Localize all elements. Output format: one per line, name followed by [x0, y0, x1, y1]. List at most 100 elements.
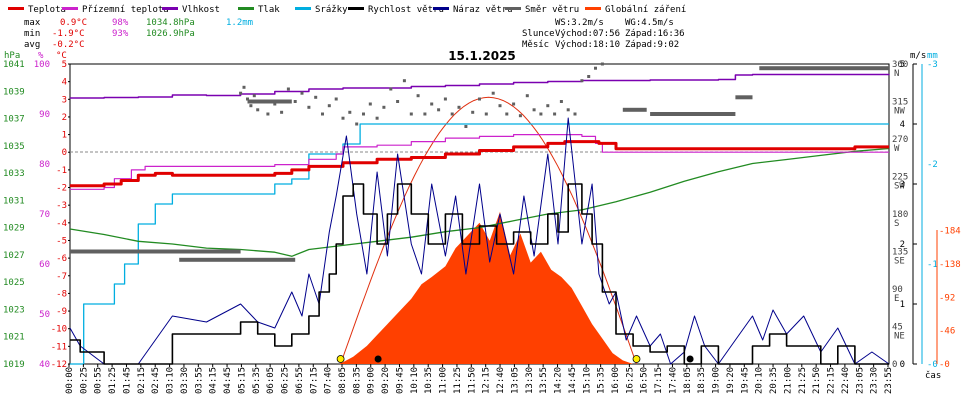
time-tick-label: 19:00 — [712, 367, 722, 394]
tick-hpa: 1041 — [3, 60, 25, 70]
tick-temp: -2 — [56, 184, 67, 194]
time-tick-label: 14:20 — [554, 367, 564, 394]
wind-direction-point — [389, 87, 393, 91]
tick-temp: -11 — [51, 342, 67, 352]
tick-deg: 180 — [892, 210, 908, 220]
tick-hpa: 1025 — [3, 278, 25, 288]
time-tick-label: 03:30 — [180, 367, 190, 394]
wind-direction-point — [307, 105, 311, 109]
tick-hpa: 1023 — [3, 305, 25, 315]
wind-direction-point — [266, 112, 270, 116]
wind-direction-point — [443, 97, 447, 101]
wind-direction-point — [396, 100, 400, 103]
wind-direction-run — [70, 249, 241, 254]
tick-mm: -3 — [927, 60, 938, 70]
wind-direction-point — [249, 104, 253, 108]
time-tick-label: 00:00 — [65, 367, 75, 394]
tick-ms: 3 — [900, 180, 905, 190]
time-tick-label: 23:30 — [870, 367, 880, 394]
tick-dir: E — [894, 294, 899, 304]
time-tick-label: 16:00 — [611, 367, 621, 394]
tick-pct: 60 — [39, 260, 50, 270]
stat-max-rain: 1.2mm — [226, 18, 253, 28]
legend-swatch-dir — [505, 7, 521, 10]
legend: Teplota Přízemní teplota Vlhkost Tlak Srážky… — [8, 5, 686, 15]
tick-dir: N — [894, 69, 899, 79]
time-tick-label: 13:05 — [510, 367, 520, 394]
time-tick-label: 05:35 — [252, 367, 262, 394]
wind-direction-run — [247, 99, 265, 104]
tick-temp: 1 — [62, 131, 67, 141]
tick-deg: 315 — [892, 98, 908, 108]
moon-marker — [374, 355, 382, 363]
tick-dir: NE — [894, 332, 905, 342]
tick-temp: 0 — [62, 148, 67, 158]
tick-pct: 90 — [39, 110, 50, 120]
wind-direction-point — [402, 79, 406, 83]
wind-direction-point — [355, 122, 359, 126]
legend-swatch-hum — [162, 7, 178, 10]
wind-direction-point — [327, 104, 331, 108]
tick-ms: 2 — [900, 240, 905, 250]
legend-swatch-rain — [295, 7, 311, 10]
wind-direction-point — [559, 100, 563, 103]
wind-direction-points — [70, 62, 889, 262]
tick-mm: -2 — [927, 160, 938, 170]
x-axis-label: čas — [925, 370, 941, 381]
time-tick-label: 00:55 — [94, 367, 104, 394]
wind-direction-point — [259, 100, 263, 103]
tick-hpa: 1021 — [3, 333, 25, 343]
tick-deg: 90 — [892, 285, 903, 295]
wind-direction-point — [498, 104, 502, 108]
tick-hpa: 1031 — [3, 196, 25, 206]
wind-direction-point — [416, 94, 420, 98]
tick-pct: 100 — [34, 60, 50, 70]
stat-max-label: max — [24, 18, 41, 28]
wind-direction-point — [341, 116, 345, 120]
time-tick-label: 01:25 — [108, 367, 118, 394]
time-tick-label: 09:00 — [367, 367, 377, 394]
time-tick-label: 23:55 — [884, 367, 894, 394]
time-tick-label: 09:45 — [395, 367, 405, 394]
tick-temp: -8 — [56, 289, 67, 299]
wind-direction-point — [252, 94, 256, 98]
wind-direction-point — [362, 112, 365, 116]
wind-direction-point — [587, 75, 591, 78]
time-tick-label: 18:05 — [683, 367, 693, 394]
time-tick-label: 16:50 — [640, 367, 650, 394]
time-tick-label: 08:05 — [338, 367, 348, 394]
wind-direction-point — [471, 110, 475, 114]
sun-moon-markers — [336, 355, 694, 363]
tick-dir: S — [894, 219, 899, 229]
tick-deg: 225 — [892, 173, 908, 183]
tick-temp: -5 — [56, 236, 67, 246]
temperature-line — [70, 140, 889, 188]
time-tick-label: 22:15 — [827, 367, 837, 394]
wind-direction-point — [512, 102, 516, 106]
wind-direction-point — [280, 110, 284, 114]
info-moonset: Západ:9:02 — [625, 40, 679, 50]
time-tick-label: 00:25 — [79, 367, 89, 394]
time-tick-label: 18:35 — [697, 367, 707, 394]
sun-moon-info: WS:3.2m/s WG:4.5m/s Slunce Východ:07:56 … — [522, 18, 685, 50]
time-tick-label: 03:55 — [194, 367, 204, 394]
solar-radiation-area — [339, 211, 634, 364]
wind-direction-point — [484, 112, 488, 116]
tick-deg: 270 — [892, 135, 908, 145]
wind-direction-point — [382, 105, 386, 109]
legend-label-temp: Teplota — [28, 5, 66, 15]
tick-wm2: -92 — [939, 293, 955, 303]
wind-direction-point — [348, 110, 352, 114]
tick-temp: -7 — [56, 272, 67, 282]
time-axis: 00:00 00:25 00:55 01:25 01:45 02:15 02:45 03:10… — [65, 364, 894, 394]
axis-unit-ms: m/s — [910, 51, 926, 61]
time-tick-label: 20:35 — [769, 367, 779, 394]
tick-temp: -12 — [51, 360, 67, 370]
wind-direction-point — [532, 108, 536, 112]
wind-direction-point — [409, 112, 413, 116]
wind-direction-point — [478, 97, 481, 101]
info-wg: WG:4.5m/s — [625, 18, 674, 28]
tick-temp: 2 — [62, 113, 67, 123]
time-tick-label: 05:15 — [237, 367, 247, 394]
time-tick-label: 11:00 — [439, 367, 449, 394]
